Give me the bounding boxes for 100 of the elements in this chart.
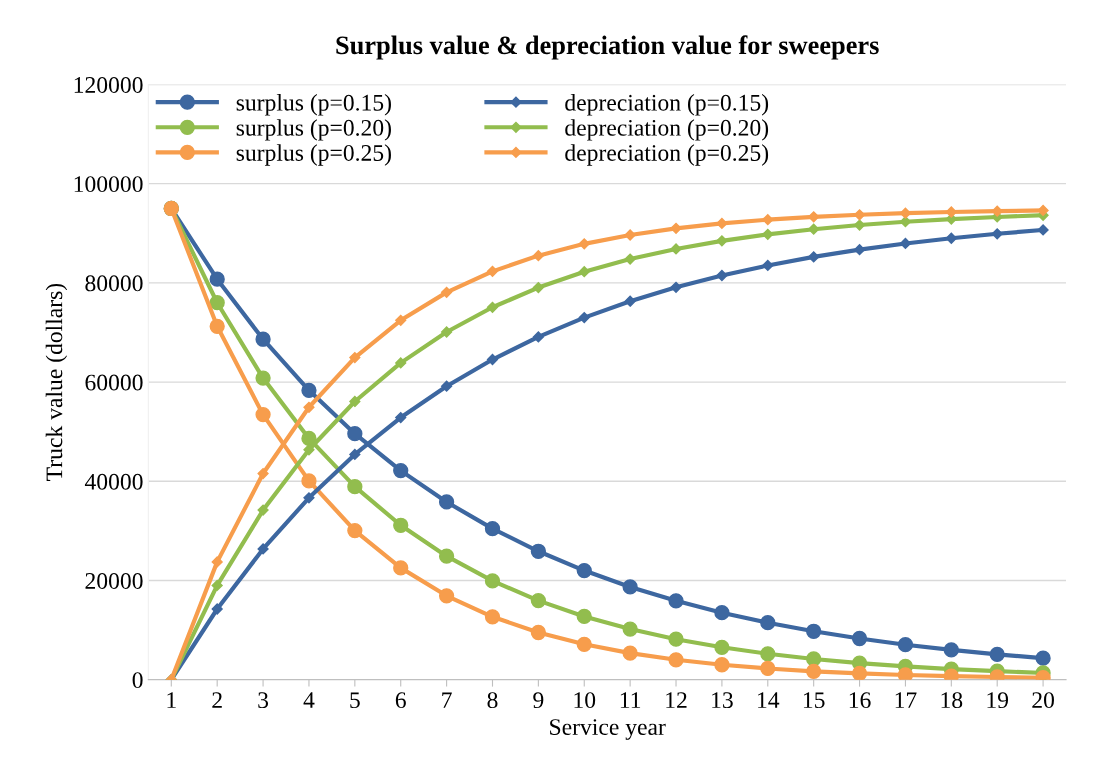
point [441,380,453,392]
x-tick-label: 14 [758,692,780,708]
point [255,331,271,347]
point [349,395,361,408]
y-tick-label: 20000 [85,572,143,589]
x-tick-label: 12 [666,692,687,708]
point [301,430,317,447]
point [209,295,225,311]
point [897,667,914,680]
point [255,406,271,423]
point [209,271,225,287]
x-tick-label: 13 [712,692,733,709]
legend-label: depreciation (p=0.15) [565,94,769,116]
point [668,593,684,609]
point [303,401,315,413]
point [806,651,822,667]
point [624,253,636,265]
point [576,562,592,579]
x-tick-label: 8 [487,692,498,709]
point [211,603,223,615]
point [624,295,636,307]
point [578,238,590,250]
point [670,281,682,293]
point [576,636,592,652]
point [760,660,776,677]
point [255,370,271,386]
point [714,639,730,655]
point [991,228,1003,240]
point [211,579,223,592]
point [716,269,728,282]
x-tick-label: 11 [620,692,641,708]
point [851,630,868,647]
point [714,605,730,621]
legend-label: depreciation (p=0.25) [565,144,769,166]
point [808,223,820,235]
y-axis-title: Truck value (dollars) [45,283,68,481]
point [257,504,269,516]
point [349,351,361,364]
point [395,314,407,326]
point [347,522,363,539]
legend-label: surplus (p=0.25) [236,144,391,166]
x-tick-label: 15 [803,692,825,709]
point [532,331,544,343]
x-tick-label: 18 [941,692,963,709]
point [303,444,315,456]
point [989,646,1005,663]
y-tick-label: 100000 [74,176,143,193]
point [486,353,499,366]
point [530,592,547,609]
point [897,637,914,653]
point [1035,650,1051,666]
point [393,462,409,479]
x-tick-label: 4 [303,692,315,708]
y-tick-label: 40000 [84,473,143,490]
x-tick-label: 5 [350,692,360,709]
point [622,645,638,661]
y-tick-label: 80000 [85,275,143,292]
x-tick-label: 6 [395,692,406,709]
point [484,609,501,625]
point [716,235,728,247]
point [622,579,638,595]
point [714,657,730,673]
point [808,251,820,263]
point [484,521,501,537]
x-tick-label: 2 [212,692,222,708]
point [303,492,315,504]
point [762,259,774,272]
point [257,467,269,480]
point [257,543,269,555]
point [395,357,407,369]
point [806,663,822,679]
point [438,548,455,564]
point [624,229,636,241]
point [760,646,776,662]
y-tick-label: 0 [132,672,143,689]
point [578,266,590,278]
point [393,560,409,576]
point [578,311,590,324]
x-tick-label: 7 [442,692,452,708]
point [576,608,592,625]
point [347,426,363,442]
point [211,556,223,568]
point [622,621,638,637]
x-tick-label: 10 [574,692,596,709]
point [806,623,822,639]
point [1037,224,1049,236]
y-tick-label: 60000 [85,374,143,391]
x-axis-title: Service year [550,719,666,740]
x-tick-label: 9 [533,692,544,709]
x-tick-label: 19 [987,692,1009,709]
chart-title: Surplus value & depreciation value for sweepers [336,35,879,60]
point [762,214,774,226]
point [438,494,455,510]
x-tick-label: 1 [167,692,176,708]
point [486,265,499,277]
point [441,286,453,298]
point [851,665,868,680]
point [943,642,959,658]
x-tick-label: 17 [895,692,917,708]
point [484,573,501,589]
